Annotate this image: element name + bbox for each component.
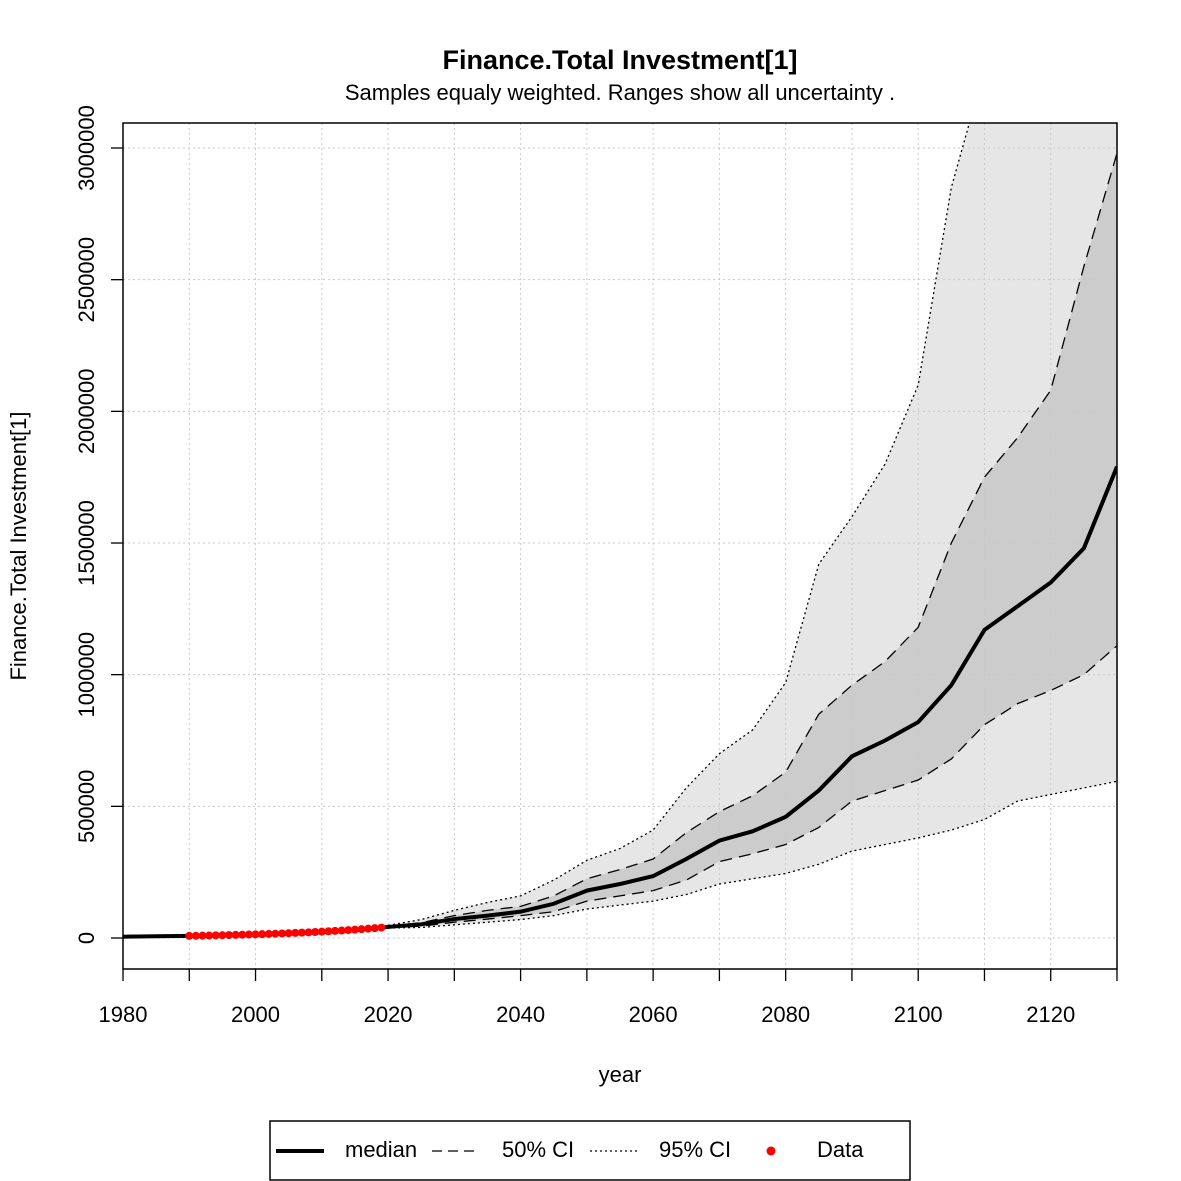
data-point: [377, 923, 386, 932]
x-tick-label: 2060: [629, 1002, 678, 1027]
data-point: [211, 931, 220, 940]
series-line: [387, 123, 971, 927]
data-point: [271, 929, 280, 938]
x-axis-label: year: [599, 1062, 642, 1087]
data-point: [364, 924, 373, 933]
data-point: [337, 926, 346, 935]
data-point: [251, 930, 260, 939]
x-tick-label: 2020: [364, 1002, 413, 1027]
data-point: [284, 929, 293, 938]
x-tick-label: 2000: [231, 1002, 280, 1027]
data-point: [311, 928, 320, 937]
y-tick-label: 1500000: [74, 500, 99, 586]
y-tick-label: 2500000: [74, 237, 99, 323]
axes: 1980 2000 2020 2040 2060 2080 2100 2120 0 500000 1…: [74, 105, 1118, 1027]
data-point: [304, 928, 313, 937]
y-tick-label: 2000000: [74, 369, 99, 455]
data-point: [185, 931, 194, 940]
x-tick-label: 2080: [761, 1002, 810, 1027]
data-point: [231, 930, 240, 939]
plot-area: [123, 123, 1117, 969]
data-point: [297, 928, 306, 937]
data-point: [357, 925, 366, 934]
legend-label: 50% CI: [502, 1137, 574, 1162]
legend-label: median: [345, 1137, 417, 1162]
data-point: [244, 930, 253, 939]
plot-frame: [122, 122, 1118, 970]
data-point: [278, 929, 287, 938]
data-point: [205, 931, 214, 940]
legend-label: Data: [817, 1137, 864, 1162]
data-point: [370, 924, 379, 933]
series-line: [388, 780, 1117, 929]
data-point: [291, 928, 300, 937]
legend-label: 95% CI: [659, 1137, 731, 1162]
data-point: [191, 931, 200, 940]
legend-data-dot: [766, 1146, 776, 1156]
chart-subtitle: Samples equaly weighted. Ranges show all…: [345, 80, 895, 105]
legend: median 50% CI 95% CI Data: [269, 1120, 911, 1181]
y-tick-label: 500000: [74, 770, 99, 843]
y-tick-label: 3000000: [74, 105, 99, 191]
y-tick-label: 0: [74, 932, 99, 944]
data-point: [198, 931, 207, 940]
y-axis-label: Finance.Total Investment[1]: [6, 411, 31, 680]
data-point: [218, 931, 227, 940]
data-point: [331, 926, 340, 935]
data-point: [344, 926, 353, 935]
x-tick-label: 1980: [99, 1002, 148, 1027]
data-point: [264, 929, 273, 938]
series-line: [388, 645, 1117, 929]
series-line: [388, 153, 1117, 927]
data-point: [238, 930, 247, 939]
ci-band: [388, 153, 1117, 928]
x-tick-label: 2100: [894, 1002, 943, 1027]
data-point: [258, 930, 267, 939]
y-tick-label: 1000000: [74, 632, 99, 718]
chart-title: Finance.Total Investment[1]: [442, 45, 797, 75]
data-point: [225, 931, 234, 940]
data-point: [350, 925, 359, 934]
data-point: [317, 927, 326, 936]
x-tick-label: 2120: [1026, 1002, 1075, 1027]
x-tick-label: 2040: [496, 1002, 545, 1027]
data-point: [324, 927, 333, 936]
